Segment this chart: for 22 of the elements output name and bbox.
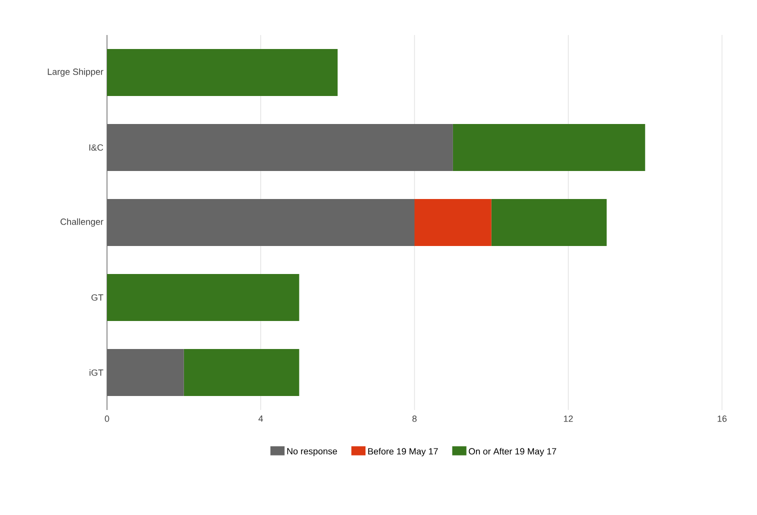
- x-tick-label: 4: [258, 416, 263, 422]
- x-tick-label: 8: [412, 416, 417, 422]
- legend-label: On or After 19 May 17: [468, 448, 556, 456]
- bar: [107, 199, 415, 246]
- legend-label: Before 19 May 17: [368, 448, 438, 456]
- legend-label: No response: [287, 448, 337, 456]
- x-tick-label: 16: [718, 416, 727, 422]
- x-tick-label: 0: [104, 416, 110, 422]
- y-tick-label: iGT: [90, 369, 104, 376]
- y-tick-label: GT: [91, 294, 104, 301]
- bar: [107, 124, 453, 172]
- bar: [414, 199, 492, 246]
- y-tick-label: Large Shipper: [48, 68, 104, 77]
- y-tick-label: Challenger: [60, 218, 104, 227]
- bar: [107, 49, 338, 96]
- y-tick-label: I&C: [89, 144, 104, 151]
- bar: [491, 199, 607, 246]
- bar: [184, 349, 300, 396]
- bar: [107, 349, 184, 396]
- bar: [452, 124, 646, 172]
- x-tick-label: 12: [564, 416, 573, 422]
- bar: [107, 274, 300, 322]
